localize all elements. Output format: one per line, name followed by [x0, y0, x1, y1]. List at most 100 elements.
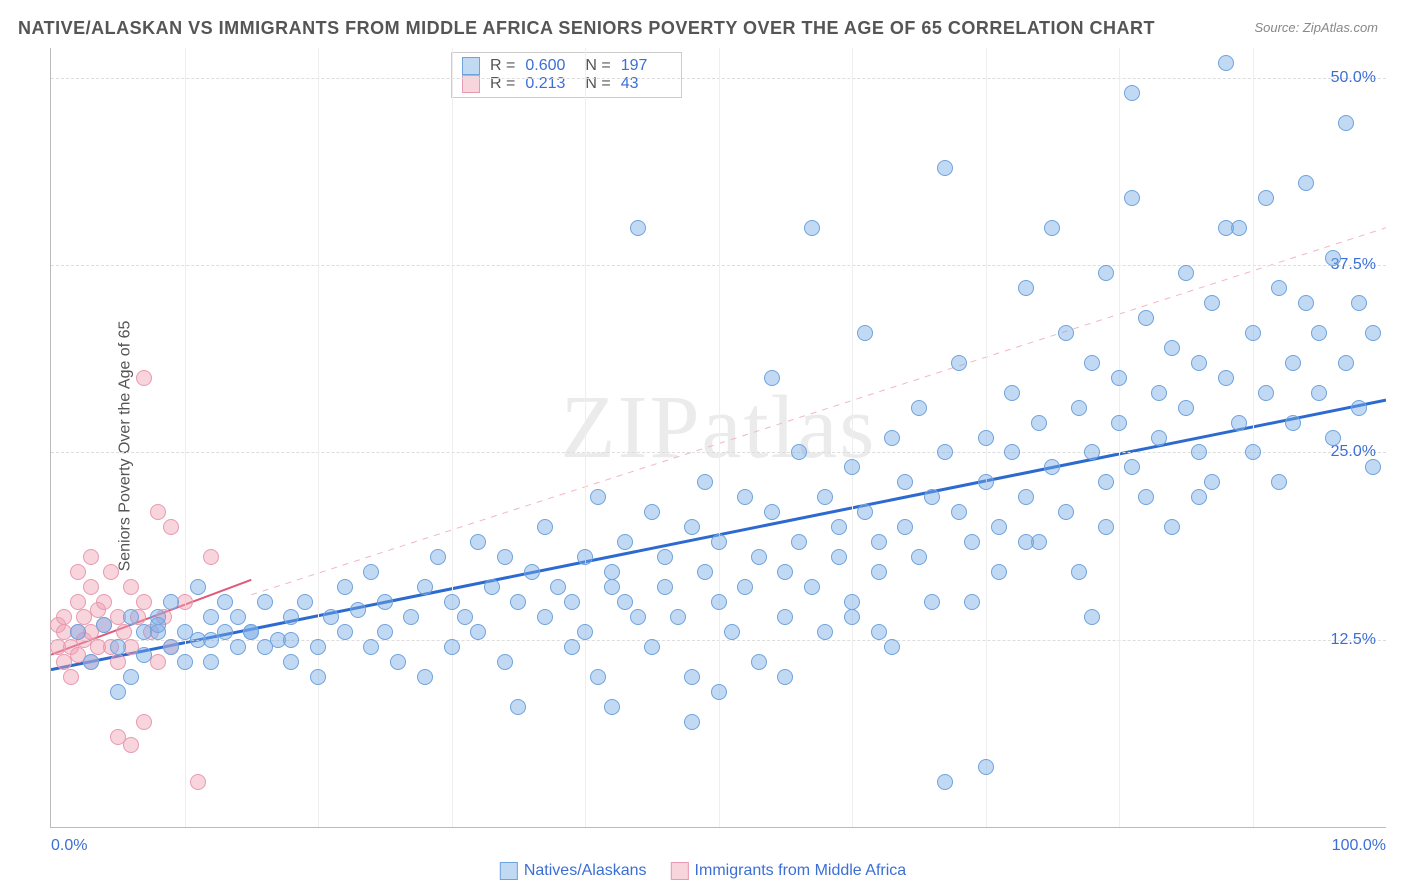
scatter-point-blue [697, 474, 713, 490]
scatter-point-blue [924, 594, 940, 610]
scatter-point-blue [457, 609, 473, 625]
scatter-point-blue [871, 534, 887, 550]
scatter-point-blue [1191, 355, 1207, 371]
scatter-point-blue [1124, 85, 1140, 101]
scatter-point-blue [1138, 489, 1154, 505]
scatter-point-blue [1285, 355, 1301, 371]
scatter-point-blue [1258, 385, 1274, 401]
swatch-blue [500, 862, 518, 880]
gridline-vertical [719, 48, 720, 827]
gridline-vertical [452, 48, 453, 827]
scatter-point-blue [577, 624, 593, 640]
scatter-point-blue [884, 639, 900, 655]
scatter-point-blue [177, 654, 193, 670]
scatter-point-blue [1058, 325, 1074, 341]
scatter-point-blue [444, 594, 460, 610]
scatter-point-blue [243, 624, 259, 640]
scatter-point-blue [484, 579, 500, 595]
scatter-point-blue [470, 534, 486, 550]
scatter-point-blue [844, 459, 860, 475]
scatter-point-blue [817, 489, 833, 505]
chart-title: NATIVE/ALASKAN VS IMMIGRANTS FROM MIDDLE… [18, 18, 1155, 39]
scatter-point-blue [1018, 534, 1034, 550]
scatter-point-blue [804, 579, 820, 595]
scatter-point-blue [711, 684, 727, 700]
scatter-point-blue [1365, 459, 1381, 475]
scatter-point-blue [697, 564, 713, 580]
scatter-point-blue [684, 714, 700, 730]
scatter-point-blue [1084, 609, 1100, 625]
scatter-point-blue [1138, 310, 1154, 326]
scatter-point-blue [817, 624, 833, 640]
scatter-point-blue [831, 519, 847, 535]
scatter-point-blue [283, 654, 299, 670]
scatter-point-blue [163, 639, 179, 655]
gridline-vertical [852, 48, 853, 827]
scatter-point-blue [1298, 295, 1314, 311]
scatter-point-blue [604, 564, 620, 580]
scatter-point-blue [110, 639, 126, 655]
scatter-point-blue [1004, 385, 1020, 401]
scatter-point-blue [230, 639, 246, 655]
scatter-point-blue [937, 160, 953, 176]
stat-n-label: N = [585, 57, 610, 75]
scatter-point-blue [377, 594, 393, 610]
scatter-point-blue [764, 504, 780, 520]
scatter-point-blue [1218, 220, 1234, 236]
scatter-point-blue [751, 549, 767, 565]
scatter-point-blue [844, 594, 860, 610]
scatter-point-pink [70, 564, 86, 580]
scatter-point-blue [684, 669, 700, 685]
scatter-point-blue [911, 400, 927, 416]
scatter-point-blue [230, 609, 246, 625]
scatter-point-blue [1204, 295, 1220, 311]
stat-n-value-blue: 197 [621, 57, 671, 75]
legend-item-blue: Natives/Alaskans [500, 862, 647, 880]
scatter-point-blue [1245, 444, 1261, 460]
scatter-point-blue [897, 519, 913, 535]
scatter-point-pink [83, 579, 99, 595]
scatter-point-blue [257, 594, 273, 610]
scatter-point-pink [56, 609, 72, 625]
scatter-point-blue [804, 220, 820, 236]
scatter-point-blue [1098, 265, 1114, 281]
scatter-point-blue [1285, 415, 1301, 431]
scatter-point-blue [937, 774, 953, 790]
scatter-point-blue [110, 684, 126, 700]
scatter-point-blue [657, 579, 673, 595]
scatter-point-blue [1124, 190, 1140, 206]
scatter-point-blue [711, 594, 727, 610]
scatter-point-blue [283, 632, 299, 648]
scatter-point-blue [510, 594, 526, 610]
scatter-point-blue [991, 564, 1007, 580]
scatter-point-blue [777, 564, 793, 580]
legend-item-pink: Immigrants from Middle Africa [671, 862, 907, 880]
scatter-point-pink [123, 579, 139, 595]
swatch-blue [462, 57, 480, 75]
stat-r-value-blue: 0.600 [525, 57, 575, 75]
swatch-pink [671, 862, 689, 880]
scatter-point-blue [203, 609, 219, 625]
scatter-point-pink [103, 564, 119, 580]
scatter-point-blue [737, 579, 753, 595]
scatter-point-blue [791, 444, 807, 460]
scatter-point-blue [1325, 430, 1341, 446]
gridline-vertical [585, 48, 586, 827]
source-attribution: Source: ZipAtlas.com [1254, 20, 1378, 35]
scatter-point-blue [1004, 444, 1020, 460]
scatter-point-blue [777, 669, 793, 685]
scatter-point-blue [1018, 489, 1034, 505]
x-tick-label: 0.0% [51, 837, 87, 855]
scatter-point-blue [751, 654, 767, 670]
scatter-point-blue [978, 474, 994, 490]
scatter-point-blue [911, 549, 927, 565]
scatter-point-pink [110, 654, 126, 670]
scatter-point-blue [1231, 415, 1247, 431]
scatter-point-blue [537, 519, 553, 535]
scatter-point-blue [1178, 265, 1194, 281]
scatter-point-blue [577, 549, 593, 565]
scatter-point-blue [1058, 504, 1074, 520]
scatter-point-blue [604, 699, 620, 715]
scatter-point-blue [871, 564, 887, 580]
scatter-point-blue [537, 609, 553, 625]
